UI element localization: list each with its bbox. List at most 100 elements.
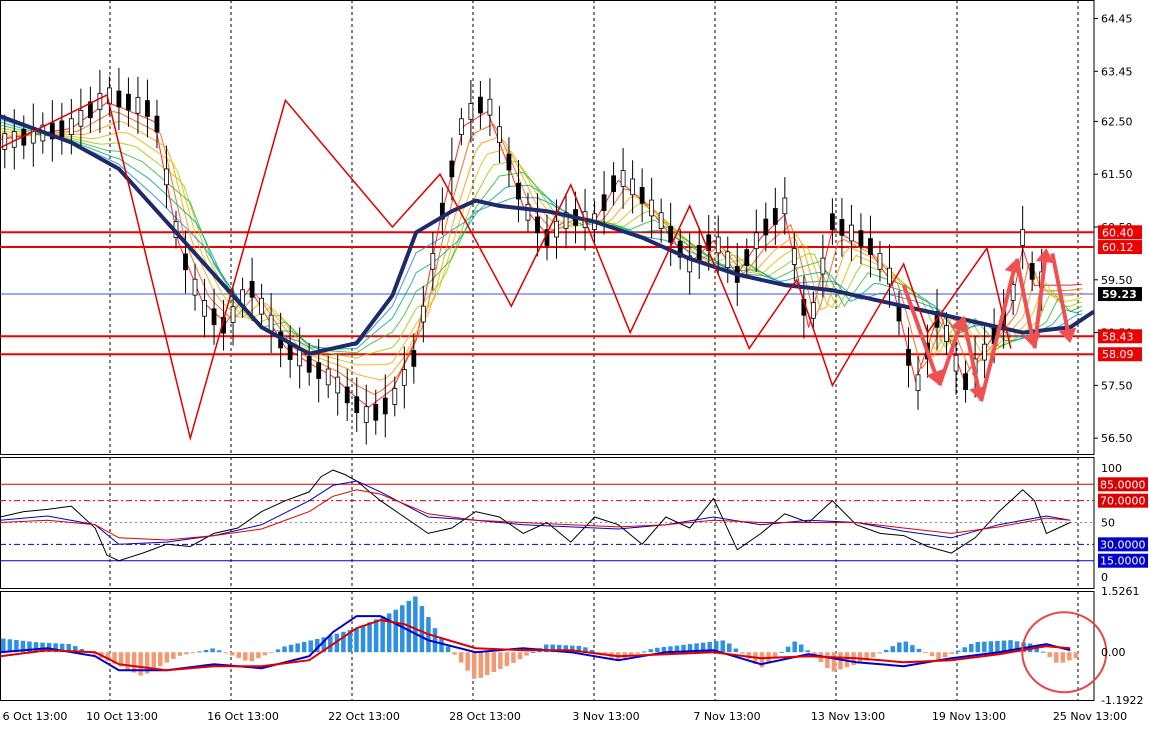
candle-body: [1020, 229, 1026, 246]
candle-body: [126, 93, 131, 111]
candle-body: [516, 182, 521, 200]
macd-histogram-bar: [982, 641, 987, 653]
macd-histogram-bar: [138, 652, 143, 676]
stoch-level-badge: [1098, 553, 1148, 568]
macd-histogram-bar: [151, 652, 156, 670]
ribbon-line: [0, 110, 1083, 395]
x-tick-label: 10 Oct 13:00: [86, 710, 158, 723]
price-y-tick-label: 61.50: [1101, 168, 1133, 181]
candle-body: [639, 187, 645, 204]
macd-histogram-bar: [988, 641, 994, 653]
macd-histogram-bar: [635, 652, 640, 654]
macd-histogram-bar: [746, 652, 752, 659]
macd-histogram-bar: [79, 648, 85, 653]
candle-body: [677, 240, 683, 258]
price-y-tick-label: 62.50: [1101, 115, 1133, 128]
ribbon-line: [0, 121, 1083, 350]
macd-histogram-bar: [655, 647, 660, 653]
macd-histogram-bar: [112, 652, 117, 664]
macd-histogram-bar: [707, 641, 712, 653]
macd-histogram-bar: [785, 646, 791, 653]
current-price-badge: [1098, 287, 1142, 302]
macd-histogram-bar: [445, 646, 451, 653]
macd-histogram-bar: [759, 652, 765, 668]
candle-body: [896, 304, 902, 322]
stoch-y-tick-label: 50: [1101, 517, 1115, 530]
candle-body: [963, 373, 968, 390]
macd-histogram-bar: [857, 652, 863, 663]
macd-y-tick-label: -1.1922: [1101, 694, 1143, 707]
price-level-badge-label: 58.43: [1102, 330, 1134, 343]
candle-body: [183, 253, 188, 271]
x-tick-label: 7 Nov 13:00: [693, 710, 760, 723]
macd-histogram-bar: [1001, 640, 1007, 653]
macd-histogram-bar: [256, 652, 261, 659]
ribbon-line: [0, 127, 1083, 359]
macd-histogram-bar: [713, 641, 719, 653]
macd-histogram-bar: [393, 609, 398, 653]
price-level-badge: [1098, 225, 1142, 240]
candle-body: [59, 120, 65, 138]
ribbon-line: [0, 118, 1083, 349]
macd-histogram-bar: [949, 652, 954, 654]
macd-histogram-bar: [223, 652, 228, 654]
macd-histogram-bar: [190, 652, 196, 654]
stoch-level-badge: [1098, 493, 1148, 508]
macd-histogram-bar: [413, 596, 418, 653]
macd-histogram-bar: [570, 645, 575, 653]
macd-histogram-bar: [301, 641, 307, 653]
candle-body: [145, 100, 150, 117]
candle-body: [1010, 284, 1016, 301]
stoch-y-tick-label: 0: [1101, 571, 1108, 584]
candle-body: [611, 175, 616, 193]
macd-histogram-bar: [282, 646, 287, 653]
macd-histogram-bar: [995, 640, 1000, 653]
macd-histogram-bar: [733, 648, 739, 653]
macd-histogram-bar: [118, 652, 124, 667]
candle-body: [744, 249, 750, 266]
candle-body: [858, 230, 864, 247]
macd-histogram-bar: [910, 645, 915, 653]
macd-histogram-bar: [210, 648, 215, 653]
x-tick-label: 3 Nov 13:00: [572, 710, 639, 723]
macd-histogram-bar: [530, 651, 536, 653]
macd-histogram-bar: [740, 652, 745, 654]
price-level-badge: [1098, 347, 1142, 362]
macd-histogram-bar: [727, 643, 732, 653]
macd-histogram-bar: [334, 633, 340, 653]
macd-histogram-bar: [942, 652, 948, 658]
macd-histogram-bar: [648, 649, 654, 653]
stoch-level-badge: [1098, 477, 1148, 492]
price-level-badge: [1098, 240, 1142, 255]
price-y-tick-label: 59.50: [1101, 274, 1133, 287]
macd-histogram-bar: [125, 652, 130, 670]
macd-histogram-bar: [386, 613, 392, 653]
macd-histogram-bar: [661, 647, 667, 653]
macd-histogram-bar: [543, 644, 549, 653]
macd-histogram-bar: [517, 652, 523, 660]
macd-histogram-bar: [341, 631, 346, 653]
macd-histogram-bar: [105, 652, 111, 661]
macd-histogram-bar: [229, 652, 235, 656]
macd-histogram-bar: [53, 643, 58, 653]
macd-histogram-bar: [373, 619, 379, 653]
macd-histogram-bar: [831, 652, 837, 672]
candle-body: [829, 213, 835, 231]
macd-histogram-bar: [308, 640, 313, 653]
macd-histogram-bar: [504, 652, 510, 667]
candle-body: [810, 302, 816, 319]
macd-histogram-bar: [452, 652, 457, 655]
candle-body: [230, 306, 236, 323]
macd-histogram-bar: [269, 652, 274, 654]
macd-histogram-bar: [877, 652, 882, 654]
candle-body: [116, 90, 122, 108]
candle-body: [306, 355, 312, 373]
candle-body: [401, 369, 407, 386]
candle-body: [382, 397, 388, 415]
stoch-slow-line: [0, 489, 1071, 541]
macd-histogram-bar: [1034, 646, 1039, 653]
candle-body: [715, 236, 721, 254]
macd-histogram-bar: [779, 651, 784, 653]
macd-histogram-bar: [92, 652, 98, 655]
macd-histogram-bar: [576, 645, 582, 653]
